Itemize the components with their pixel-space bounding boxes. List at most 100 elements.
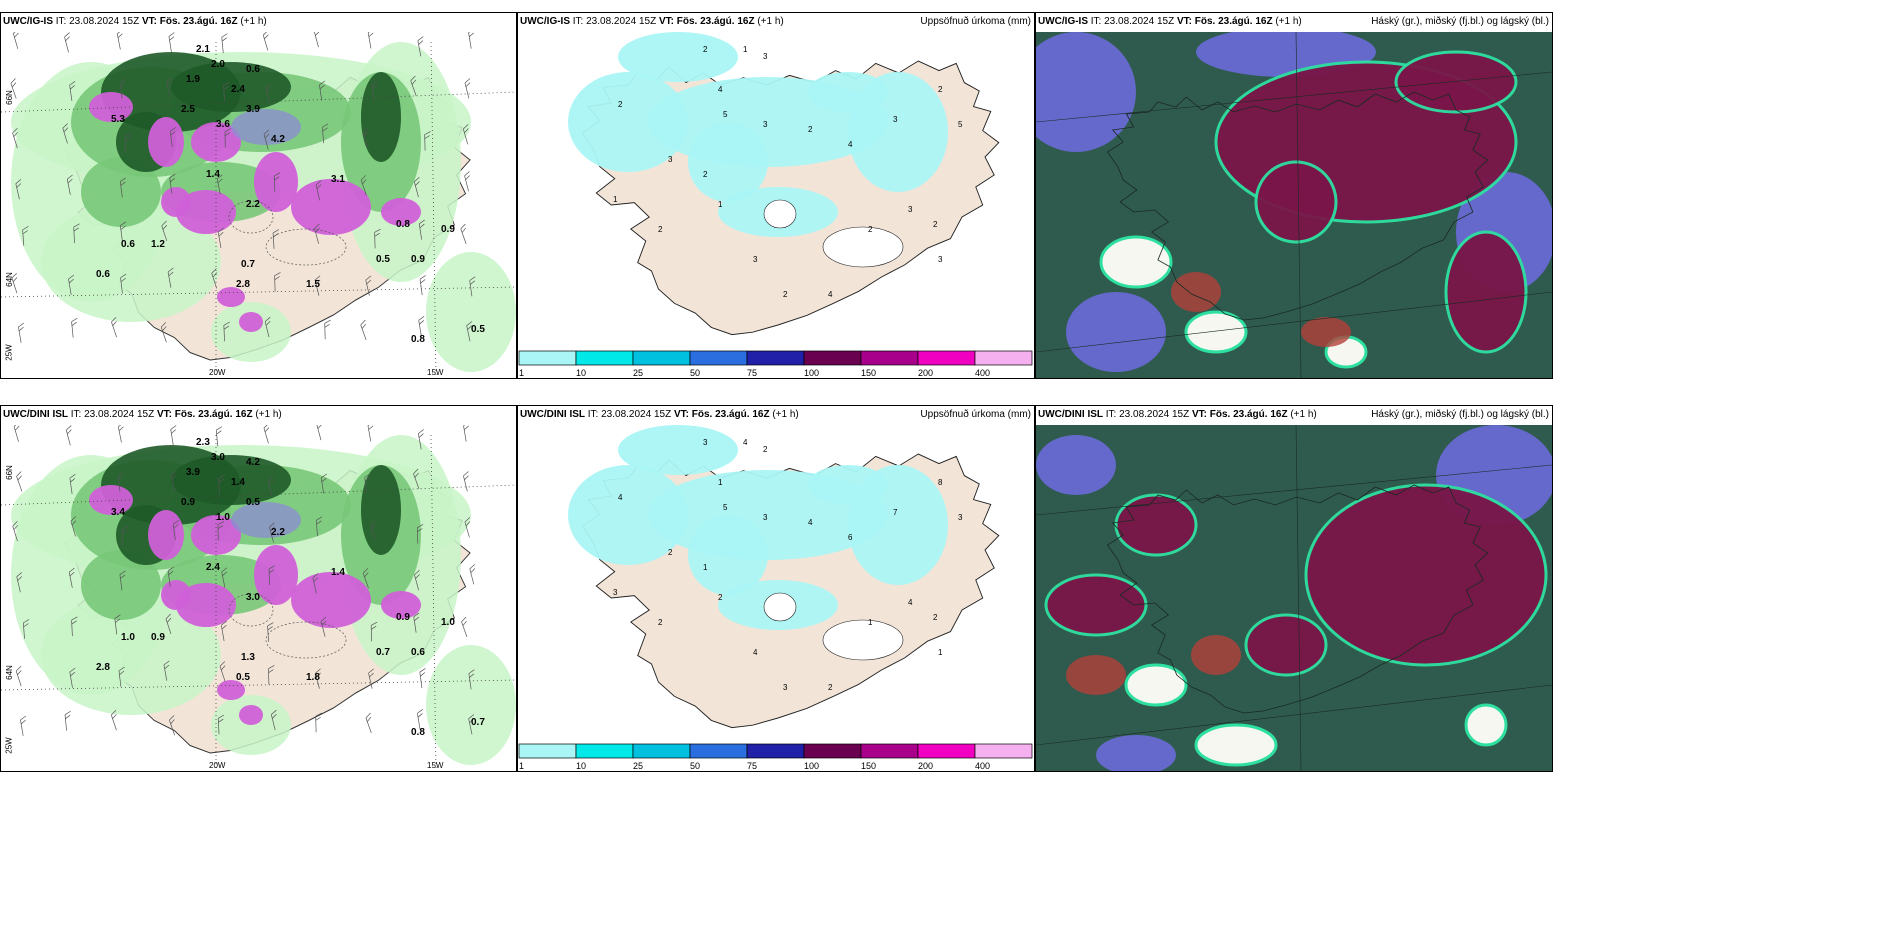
precip-value-label: 2.4 (206, 562, 220, 573)
precip-heavy-area (176, 190, 236, 234)
colorbar-tick: 25 (633, 368, 644, 378)
wind-barb (217, 714, 225, 735)
colorbar-tick: 10 (576, 368, 587, 378)
panel-top-right-clouds: UWC/IG-IS IT: 23.08.2024 15Z VT: Fös. 23… (1035, 12, 1553, 379)
wind-barb (223, 321, 230, 342)
lat-label-64: 64N (4, 665, 14, 680)
colorbar-tick: 100 (804, 368, 820, 378)
panel-title: Háský (gr.), miðský (fj.bl.) og lágský (… (1371, 409, 1549, 420)
wind-barb (119, 177, 127, 198)
precip-dark-area (171, 455, 291, 505)
wind-barb (462, 124, 469, 145)
accum-value-label: 3 (753, 255, 758, 264)
precip-heavy-area (148, 117, 184, 167)
glacier-area (822, 226, 904, 268)
valid-time: Fös. 23.ágú. 16Z (159, 16, 238, 27)
accum-1mm-area (618, 32, 738, 82)
precip-heavy-area (161, 580, 191, 610)
lat-label-66: 66N (4, 90, 14, 105)
precip-heavy-area (148, 510, 184, 560)
glacier-hatch (265, 621, 347, 659)
wind-barb (220, 620, 227, 641)
wind-barb (172, 520, 180, 541)
accum-value-label: 2 (933, 220, 938, 229)
panel-header: UWC/DINI ISL IT: 23.08.2024 15Z VT: Fös.… (518, 406, 1034, 424)
mid-cloud-area (1254, 160, 1338, 244)
accum-value-label: 4 (618, 493, 623, 502)
wind-barb (365, 275, 372, 296)
wind-barb (62, 123, 69, 144)
panel-title: Háský (gr.), miðský (fj.bl.) og lágský (… (1371, 16, 1549, 27)
precip-dark-area (171, 62, 291, 112)
precip-value-label: 2.1 (196, 44, 210, 55)
precip-light-area (426, 645, 516, 765)
vt-label: VT: (658, 16, 674, 27)
wind-barb (16, 471, 23, 492)
wind-barb (169, 715, 175, 736)
wind-barb (315, 180, 322, 201)
accum-value-label: 2 (808, 125, 813, 134)
wind-barb (362, 127, 369, 148)
wind-barb (71, 317, 78, 338)
colorbar-tick: 400 (975, 761, 991, 771)
latitude-gridline (1036, 71, 1552, 123)
precip-value-label: 0.7 (241, 259, 255, 270)
low-cloud-partial-area (1066, 655, 1126, 695)
accum-value-label: 2 (933, 613, 938, 622)
vt-label: VT: (673, 409, 689, 420)
wind-barb (468, 714, 475, 735)
wind-barb (362, 568, 369, 589)
model-name: UWC/IG-IS (3, 16, 53, 27)
accum-value-label: 4 (908, 598, 913, 607)
precip-heavy-area (89, 92, 133, 122)
wind-barb (117, 425, 124, 443)
wind-barb (322, 123, 329, 144)
precip-value-label: 1.9 (186, 74, 200, 85)
panel-top-mid-accum: UWC/IG-IS IT: 23.08.2024 15Z VT: Fös. 23… (517, 12, 1035, 379)
precip-heavy-area (291, 179, 371, 235)
wind-barb (163, 660, 170, 681)
wind-barb (170, 425, 177, 446)
mid-cloud-area (1044, 573, 1148, 637)
colorbar-swatch (518, 743, 577, 759)
lon-label-20: 20W (209, 761, 226, 770)
colorbar-tick: 200 (918, 761, 934, 771)
precip-value-label: 2.8 (236, 279, 250, 290)
low-cloud-partial-area (1171, 272, 1221, 312)
colorbar-tick: 150 (861, 368, 877, 378)
latitude-gridline (1036, 464, 1552, 516)
valid-time: Fös. 23.ágú. 16Z (1194, 16, 1273, 27)
precip-blue-area (231, 109, 301, 145)
wind-barb (221, 567, 228, 588)
accum-value-label: 3 (668, 155, 673, 164)
wind-barb (116, 32, 123, 50)
valid-time: Fös. 23.ágú. 16Z (676, 16, 755, 27)
it-label: IT: (1105, 409, 1117, 420)
precip-heavy-area (161, 187, 191, 217)
clear-sky-area (1194, 723, 1278, 767)
lead-time: (+1 h) (240, 16, 267, 27)
wind-barb (324, 319, 331, 340)
low-cloud-area (1036, 435, 1116, 495)
precip-value-label: 2.5 (181, 104, 195, 115)
wind-barb (315, 516, 323, 537)
init-time: 23.08.2024 15Z (84, 409, 155, 420)
wind-barb (364, 473, 371, 494)
wind-barb (314, 223, 320, 244)
precip-value-label: 5.3 (111, 114, 125, 125)
lead-time: (+1 h) (1290, 409, 1317, 420)
precip-value-label: 0.7 (471, 717, 485, 728)
colorbar-tick: 50 (690, 368, 701, 378)
accum-value-label: 8 (938, 478, 943, 487)
precip-mid-area (81, 157, 161, 227)
colorbar-tick: 400 (975, 368, 991, 378)
clear-sky-area (1124, 663, 1188, 707)
accum-value-label: 3 (613, 588, 618, 597)
model-name: UWC/IG-IS (520, 16, 570, 27)
wind-barb (315, 668, 321, 689)
wind-barb (118, 666, 125, 687)
wind-barb (22, 619, 30, 639)
mid-cloud-area (1114, 493, 1198, 557)
lead-time: (+1 h) (1275, 16, 1302, 27)
wind-barb (371, 80, 379, 101)
